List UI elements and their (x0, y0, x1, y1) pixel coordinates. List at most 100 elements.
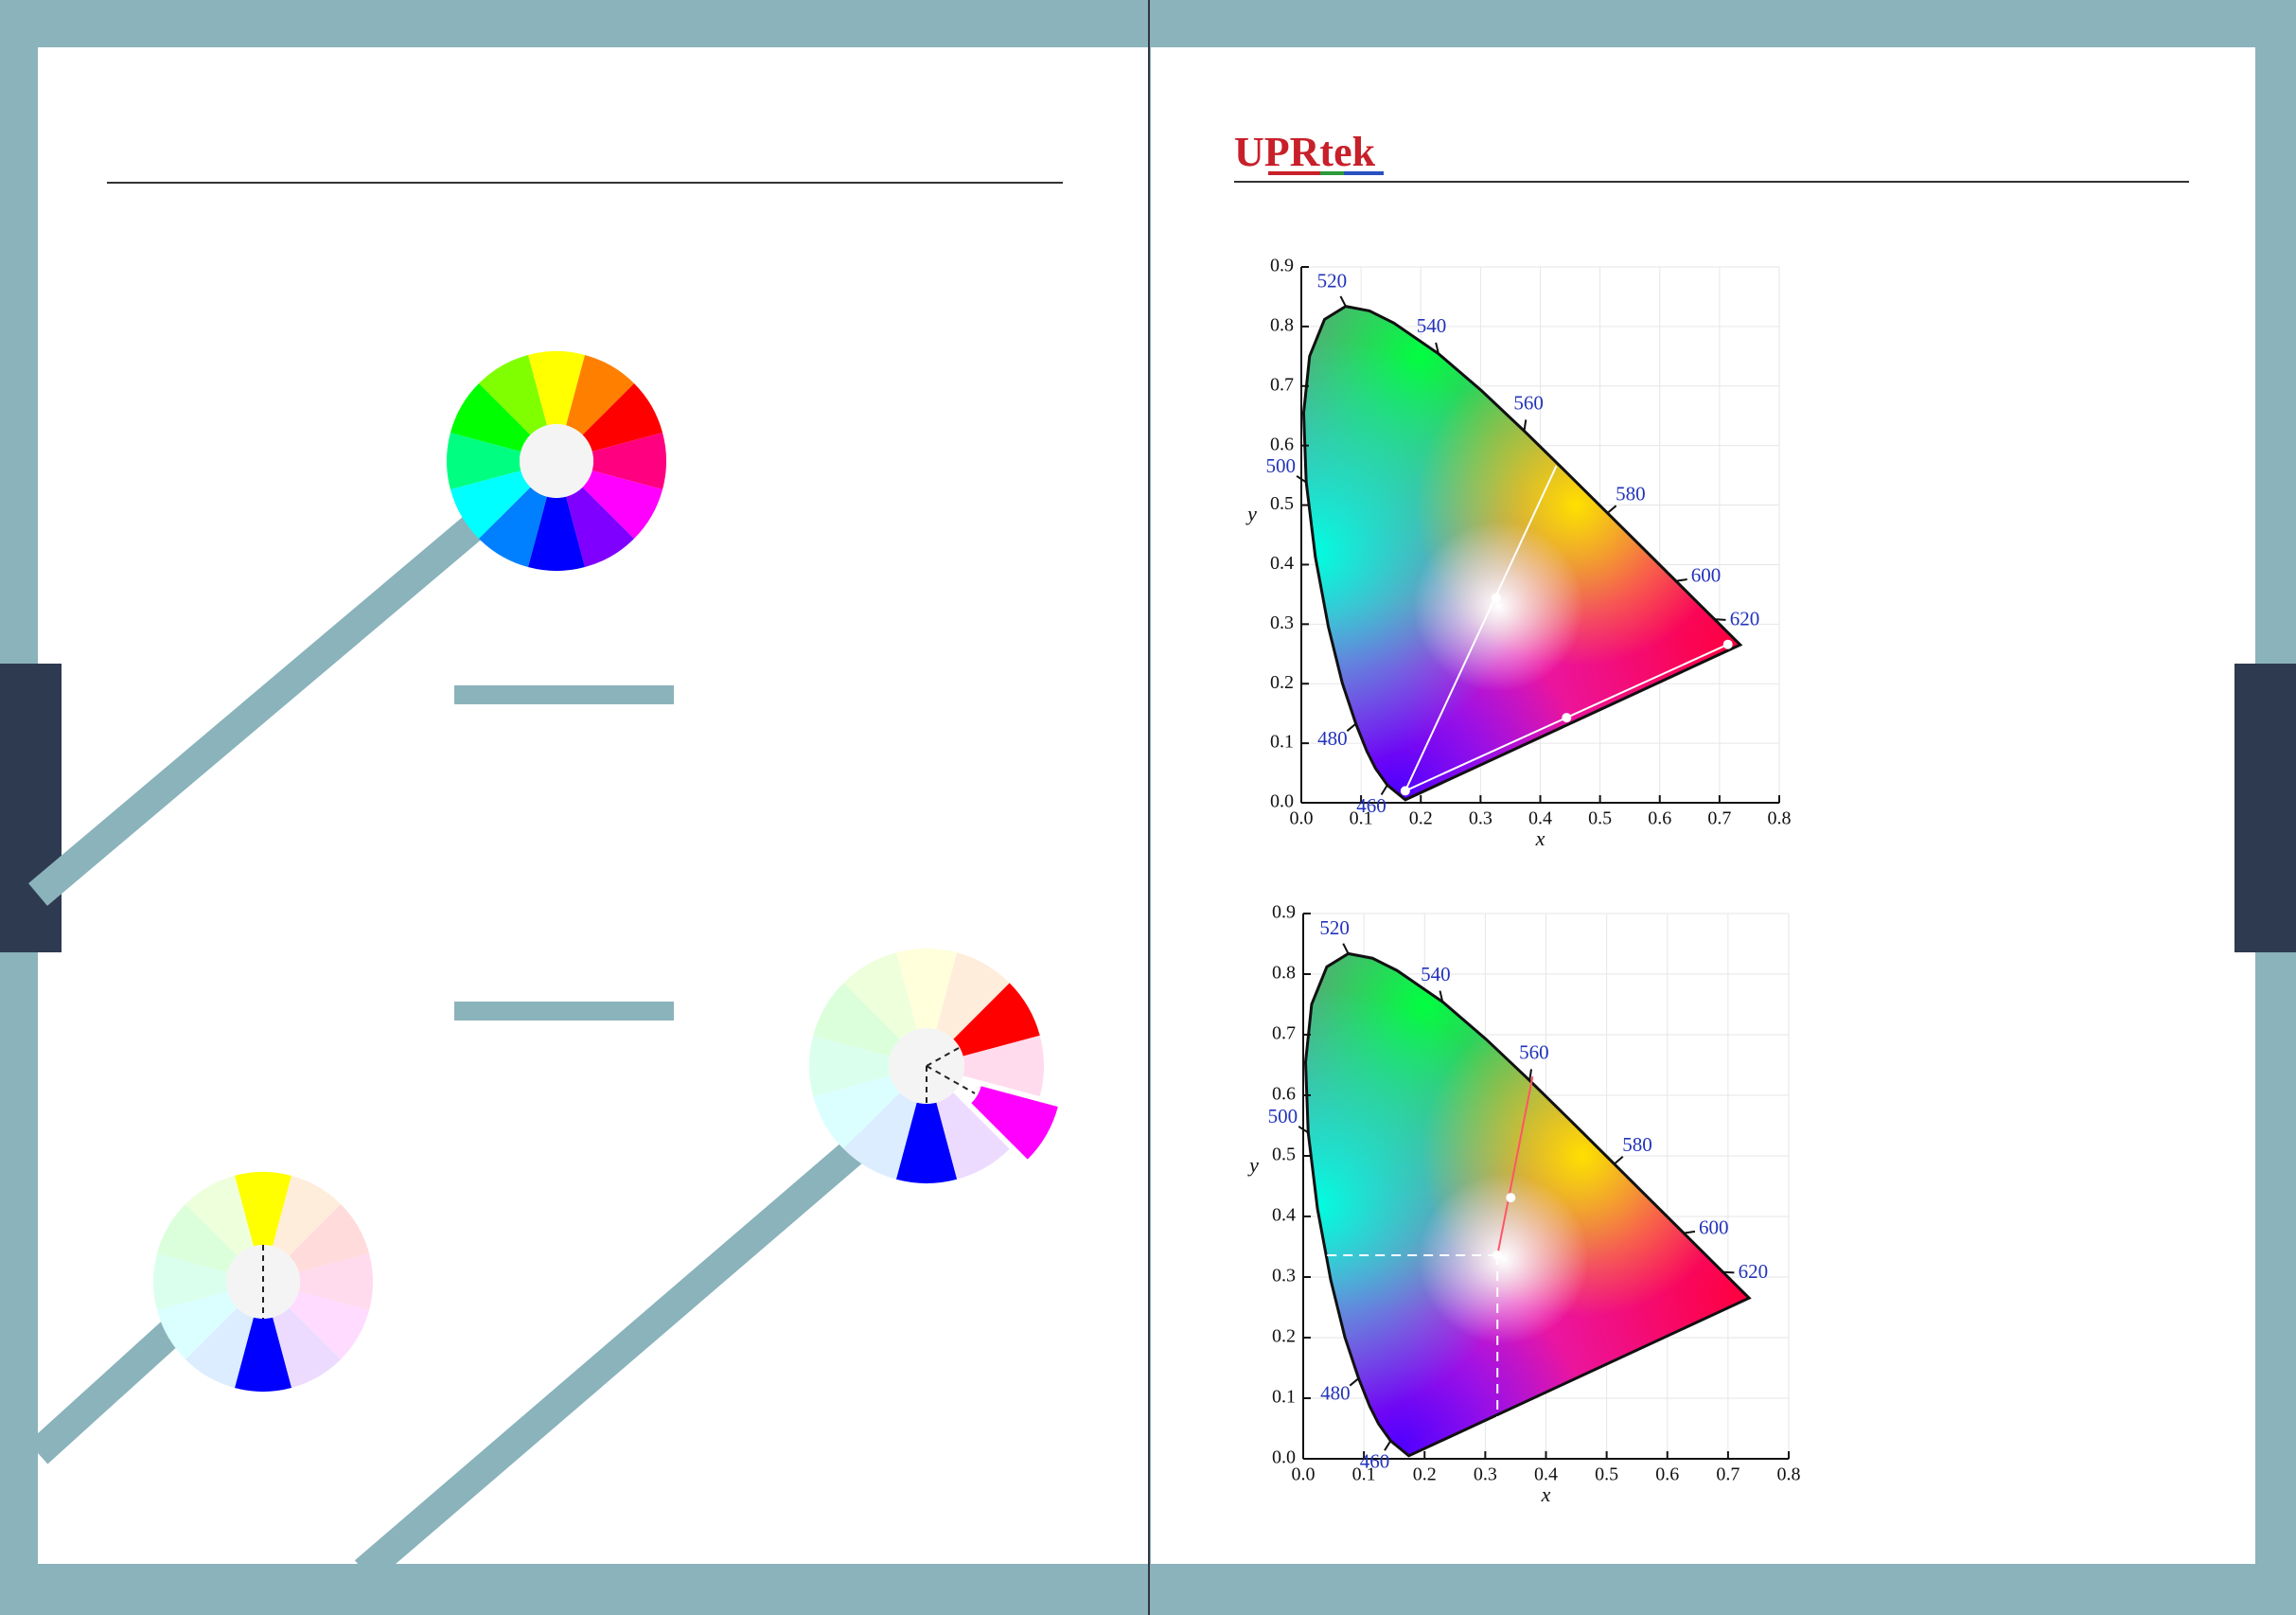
x-tick-label: 0.6 (1655, 1464, 1679, 1485)
x-tick-label: 0.0 (1292, 1464, 1316, 1485)
y-tick-label: 0.9 (1272, 902, 1296, 923)
point (1506, 1193, 1516, 1203)
wavelength-label: 460 (1356, 794, 1386, 817)
point (1491, 593, 1501, 603)
wheel-segment (813, 1075, 900, 1149)
wheel-segment (566, 354, 635, 435)
wheel-segment (963, 1035, 1044, 1097)
stripe (27, 1304, 200, 1464)
wheel-segment (478, 354, 547, 435)
y-tick-label: 0.8 (1272, 963, 1296, 984)
point (1492, 1250, 1503, 1260)
y-tick-label: 0.5 (1272, 1145, 1296, 1165)
y-tick-label: 0.9 (1270, 256, 1294, 276)
y-tick-label: 0.8 (1270, 314, 1294, 335)
wavelength-tick (1439, 990, 1444, 1003)
wheel-segment (843, 952, 917, 1039)
point (1722, 639, 1733, 649)
wavelength-label: 600 (1699, 1216, 1729, 1238)
wavelength-label: 560 (1519, 1040, 1549, 1063)
wheel-segment (156, 1203, 238, 1272)
stripe (28, 500, 502, 906)
point (1562, 713, 1572, 723)
y-tick-label: 0.7 (1272, 1023, 1296, 1044)
decor-stripes (27, 500, 876, 1583)
wheel-segment (809, 1035, 891, 1097)
wavelength-label: 560 (1513, 391, 1544, 414)
wheel-segment (843, 1092, 917, 1180)
wavelength-label: 520 (1319, 916, 1350, 939)
wheel-segment (447, 432, 521, 490)
x-tick-label: 0.7 (1707, 808, 1731, 829)
wavelength-tick (1380, 784, 1388, 796)
wheel-segment (813, 983, 900, 1056)
x-tick-label: 0.3 (1469, 808, 1492, 829)
wavelength-label: 480 (1320, 1382, 1351, 1405)
wavelength-label: 620 (1730, 608, 1760, 630)
y-tick-label: 0.1 (1272, 1387, 1296, 1408)
wavelength-tick (1722, 1270, 1735, 1274)
y-tick-label: 0.0 (1272, 1447, 1296, 1468)
wheel-hub (520, 424, 593, 498)
wheel-segment (234, 1172, 292, 1247)
wheel-segment (289, 1291, 370, 1360)
x-tick-label: 0.8 (1768, 808, 1792, 829)
y-tick-label: 0.2 (1272, 1326, 1296, 1347)
wavelength-tick (1675, 578, 1687, 582)
wavelength-tick (1349, 1377, 1360, 1387)
x-tick-label: 0.5 (1595, 1464, 1618, 1485)
wavelength-tick (1298, 1126, 1309, 1134)
x-tick-label: 0.4 (1528, 808, 1552, 829)
wavelength-tick (1346, 722, 1357, 732)
y-tick-label: 0.1 (1270, 732, 1294, 753)
spectral-locus (1301, 305, 1743, 802)
wheel-segment (450, 382, 531, 452)
x-tick-label: 0.8 (1777, 1464, 1801, 1485)
wavelength-tick (1528, 1069, 1532, 1081)
color-wheel (809, 949, 1058, 1183)
wavelength-label: 600 (1691, 564, 1722, 587)
y-tick-label: 0.2 (1270, 672, 1294, 693)
logo-underline (1268, 171, 1320, 175)
wheel-segment (478, 487, 547, 568)
spectral-locus (1303, 951, 1752, 1458)
wheel-segment (936, 952, 1010, 1039)
color-wheel (447, 351, 666, 572)
x-tick-label: 0.0 (1290, 808, 1314, 829)
y-tick-label: 0.4 (1270, 553, 1294, 574)
x-tick-label: 0.4 (1534, 1464, 1558, 1485)
dashed-guide (926, 1065, 976, 1094)
wheel-segment (450, 470, 531, 540)
wavelength-tick (1714, 618, 1726, 621)
wheel-segment (582, 470, 663, 540)
y-tick-label: 0.5 (1270, 493, 1294, 514)
x-tick-label: 0.1 (1352, 1464, 1376, 1485)
wavelength-tick (1523, 419, 1528, 432)
wavelength-label: 580 (1622, 1133, 1652, 1156)
x-tick-label: 0.1 (1350, 808, 1373, 829)
wheel-segment (273, 1175, 342, 1256)
wavelength-label: 520 (1317, 269, 1348, 292)
wavelength-label: 620 (1739, 1260, 1769, 1283)
side-tab (2234, 664, 2296, 952)
x-tick-label: 0.7 (1716, 1464, 1740, 1485)
wheel-segment (185, 1307, 254, 1389)
segment (1404, 465, 1558, 791)
wheel-segment (289, 1203, 370, 1272)
heading-bar (454, 685, 674, 704)
y-tick-label: 0.4 (1272, 1205, 1296, 1226)
heading-bar (454, 1002, 674, 1020)
x-tick-label: 0.5 (1588, 808, 1612, 829)
wavelength-label: 460 (1360, 1450, 1390, 1473)
wheel-segment (153, 1252, 228, 1311)
wavelength-tick (1613, 1156, 1624, 1165)
segment (1496, 1075, 1534, 1256)
wavelength-label: 540 (1421, 963, 1451, 985)
x-tick-label: 0.2 (1409, 808, 1433, 829)
wavelength-tick (1606, 505, 1617, 514)
wavelength-label: 480 (1317, 727, 1348, 750)
y-tick-label: 0.3 (1270, 612, 1294, 633)
wavelength-tick (1384, 1440, 1392, 1451)
